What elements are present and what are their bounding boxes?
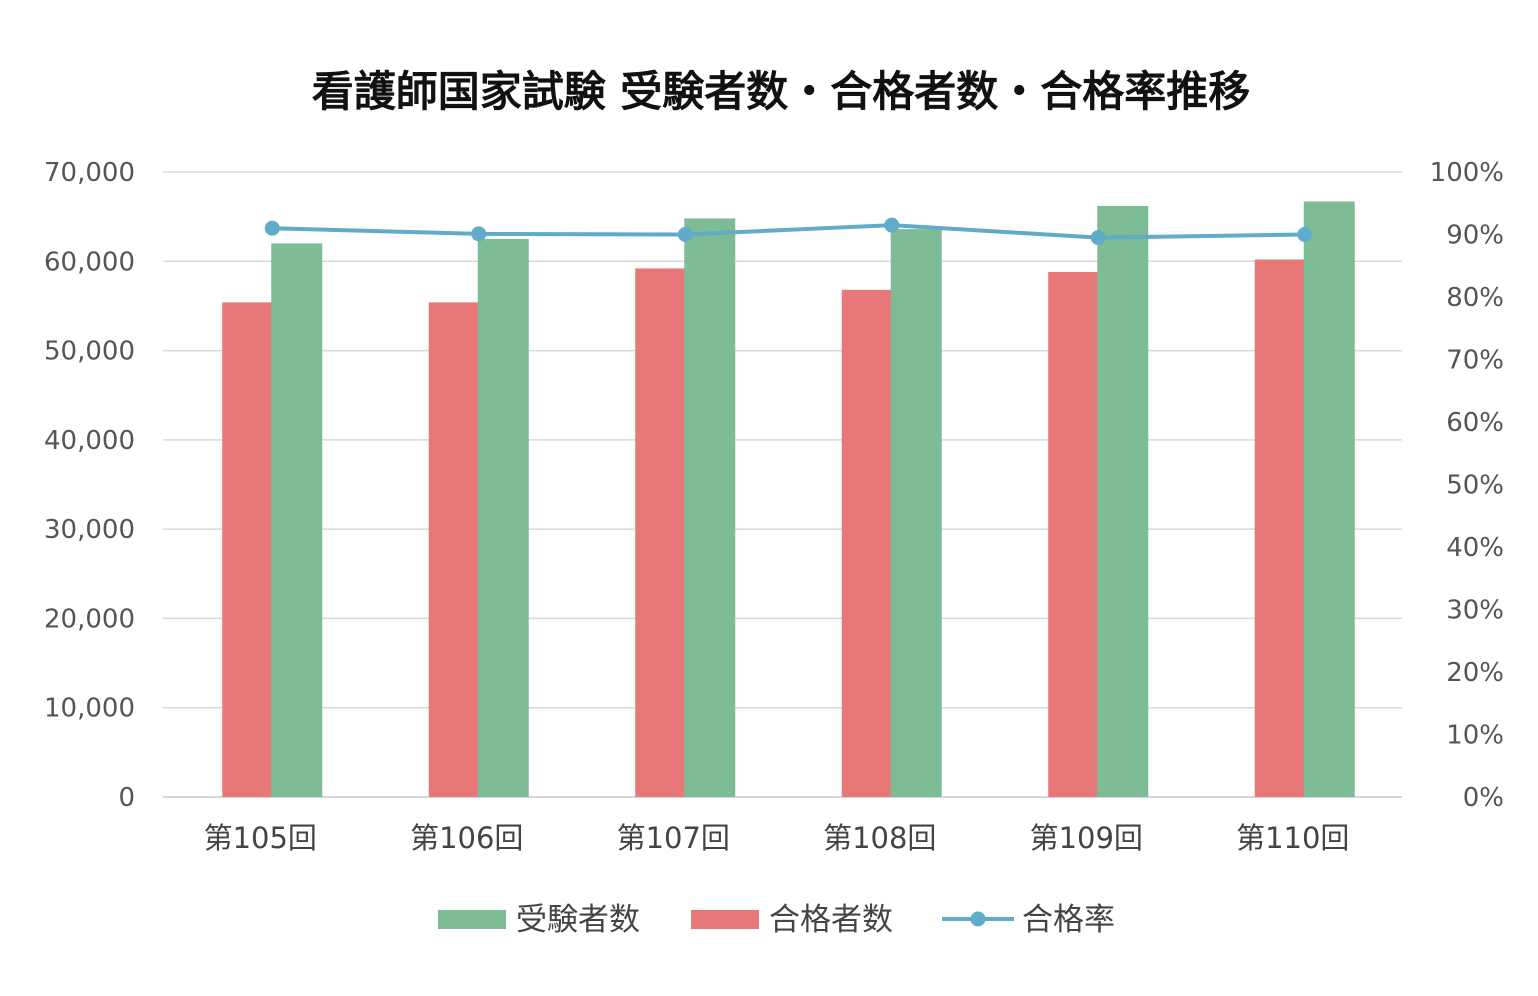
y-tick-label-left: 40,000 [44,426,135,456]
bar-exam-count [271,243,323,797]
y-tick-label-left: 20,000 [44,604,135,634]
y-tick-label-right: 90% [1446,221,1504,251]
y-tick-label-right: 80% [1446,283,1504,313]
y-tick-label-right: 100% [1430,158,1504,188]
legend-label-rate: 合格率 [1022,902,1115,938]
bars [222,201,1355,798]
y-tick-label-left: 30,000 [44,515,135,545]
y-tick-label-left: 0 [118,783,135,813]
y-tick-label-right: 30% [1446,596,1504,626]
bar-pass-count [841,289,893,797]
rate-point [1090,230,1106,246]
x-tick-label: 第109回 [1030,821,1143,855]
y-tick-label-right: 40% [1446,533,1504,563]
bar-exam-count [477,238,529,797]
legend-marker-rate [970,911,986,927]
y-tick-label-left: 60,000 [44,247,135,277]
x-tick-label: 第107回 [617,821,730,855]
bar-exam-count [890,229,942,798]
y-tick-label-left: 70,000 [44,158,135,188]
bar-pass-count [635,268,687,797]
y-tick-label-right: 20% [1446,658,1504,688]
x-tick-label: 第110回 [1236,821,1349,855]
y-tick-label-right: 60% [1446,408,1504,438]
y-tick-label-right: 50% [1446,471,1504,501]
rate-line [264,217,1313,246]
bar-pass-count [1254,259,1306,797]
bar-exam-count [684,218,736,797]
rate-point [264,220,280,236]
bar-exam-count [1097,205,1149,797]
legend-swatch-pass [691,910,759,929]
rate-point [677,227,693,242]
y-tick-label-right: 0% [1463,783,1504,813]
legend: 受験者数 合格者数 合格率 [438,902,1115,938]
x-tick-label: 第105回 [204,821,317,855]
rate-line-path [272,223,1305,240]
y-tick-label-right: 70% [1446,346,1504,376]
legend-label-exam: 受験者数 [516,902,640,938]
x-tick-label: 第106回 [410,821,523,855]
chart-title: 看護師国家試験 受験者数・合格者数・合格率推移 [311,67,1251,116]
rate-point [1297,227,1313,242]
bar-exam-count [1303,201,1355,797]
y-tick-label-left: 50,000 [44,337,135,367]
y-tick-label-left: 10,000 [44,694,135,724]
legend-label-pass: 合格者数 [769,902,893,938]
rate-point [884,217,900,233]
y-tick-label-right: 10% [1446,721,1504,751]
bar-pass-count [428,302,480,797]
bar-pass-count [1048,272,1100,797]
axes: 0 10,000 20,000 30,000 40,000 50,000 60,000 70,… [44,158,1504,855]
gridlines [163,171,1402,798]
x-tick-label: 第108回 [823,821,936,855]
bar-pass-count [222,302,274,797]
legend-swatch-exam [438,910,506,929]
rate-point [471,226,487,242]
